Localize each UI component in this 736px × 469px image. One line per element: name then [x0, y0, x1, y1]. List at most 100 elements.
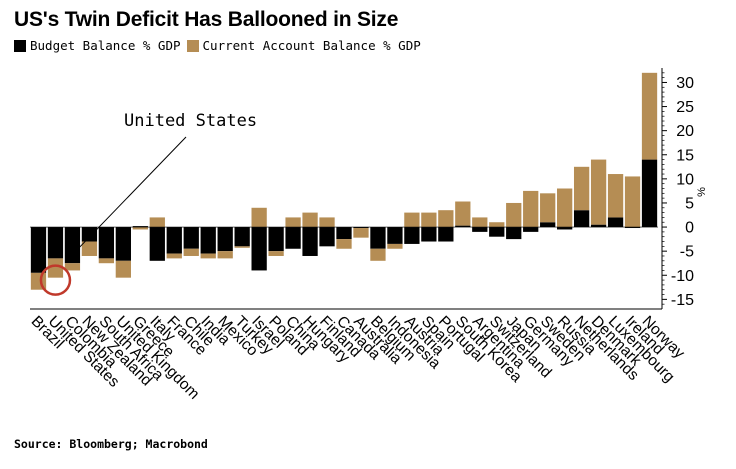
- bar-current-account-29: [523, 190, 539, 228]
- bar-current-account-14: [268, 251, 284, 256]
- bar-current-account-5: [115, 260, 131, 278]
- bar-budget-34: [607, 217, 624, 228]
- bar-current-account-23: [421, 212, 437, 228]
- annotation-label: United States: [124, 111, 257, 131]
- bar-current-account-11: [217, 251, 233, 259]
- legend-swatch-current-account: [186, 39, 199, 52]
- y-tick-label: 0: [685, 220, 694, 237]
- bar-budget-11: [217, 227, 233, 252]
- y-axis: 30 25 20 15 10 5 0 -5 -10 -15%: [30, 68, 708, 310]
- bar-budget-6: [132, 226, 148, 228]
- annotation-highlight-circle: [39, 264, 72, 296]
- bar-budget-28: [506, 227, 522, 240]
- legend-item-current-account: Current Account Balance % GDP: [186, 38, 421, 53]
- bar-current-account-30: [540, 193, 556, 223]
- bar-budget-19: [353, 227, 369, 229]
- bar-current-account-22: [404, 212, 420, 228]
- bar-current-account-12: [234, 246, 250, 248]
- bar-current-account-4: [98, 258, 115, 264]
- bar-budget-27: [489, 227, 505, 237]
- bar-budget-29: [523, 227, 539, 232]
- bar-budget-5: [115, 227, 131, 261]
- bar-current-account-26: [472, 217, 488, 228]
- bar-current-account-17: [319, 217, 335, 228]
- bar-budget-32: [573, 210, 590, 228]
- bar-current-account-21: [387, 243, 403, 249]
- bar-budget-26: [472, 227, 488, 232]
- y-tick-label: 15: [676, 147, 694, 164]
- bar-budget-24: [438, 227, 454, 242]
- bar-budget-31: [557, 227, 573, 230]
- bar-current-account-6: [132, 227, 148, 230]
- bar-budget-8: [166, 227, 182, 254]
- bar-current-account-24: [438, 210, 454, 228]
- bar-current-account-35: [624, 176, 641, 228]
- annotation-layer: United States: [39, 111, 257, 296]
- bar-current-account-25: [455, 201, 471, 226]
- bar-budget-9: [183, 227, 199, 249]
- bar-current-account-9: [183, 248, 199, 256]
- y-tick-label: -10: [671, 268, 694, 285]
- bar-current-account-3: [81, 241, 98, 256]
- chart-title: US's Twin Deficit Has Ballooned in Size: [14, 8, 399, 31]
- bar-budget-1: [47, 227, 64, 259]
- bar-budget-17: [319, 227, 335, 247]
- bar-budget-22: [404, 227, 420, 244]
- bar-budget-2: [64, 227, 81, 264]
- bar-budget-13: [251, 227, 267, 271]
- bar-budget-4: [98, 227, 115, 259]
- bar-current-account-31: [557, 188, 573, 228]
- bar-budget-0: [30, 227, 47, 273]
- bar-budget-35: [624, 227, 641, 229]
- bar-budget-23: [421, 227, 437, 242]
- bar-layer: [30, 72, 658, 290]
- bar-budget-10: [200, 227, 216, 254]
- bar-budget-33: [590, 224, 607, 228]
- legend-label-budget: Budget Balance % GDP: [30, 38, 181, 53]
- bar-current-account-10: [200, 253, 216, 259]
- y-tick-label: 25: [676, 99, 694, 116]
- bar-budget-21: [387, 227, 403, 244]
- legend-label-current-account: Current Account Balance % GDP: [202, 38, 421, 53]
- y-tick-label: -5: [680, 244, 694, 261]
- bar-current-account-32: [573, 166, 590, 211]
- y-tick-label: -15: [671, 292, 694, 309]
- bar-budget-12: [234, 227, 250, 247]
- bar-current-account-20: [370, 248, 386, 261]
- annotation-leader-line: [73, 136, 187, 254]
- y-tick-label: 20: [676, 123, 694, 140]
- bar-current-account-13: [251, 207, 267, 228]
- bar-budget-3: [81, 227, 98, 242]
- bar-current-account-2: [64, 263, 81, 271]
- bar-budget-36: [641, 159, 658, 228]
- bar-budget-18: [336, 227, 352, 240]
- chart-legend: Budget Balance % GDP Current Account Bal…: [14, 38, 427, 53]
- bar-current-account-15: [285, 217, 301, 228]
- y-tick-label: 30: [676, 75, 694, 92]
- bar-budget-7: [149, 227, 165, 261]
- bar-current-account-27: [489, 222, 505, 228]
- bar-budget-20: [370, 227, 386, 249]
- bar-current-account-16: [302, 212, 318, 228]
- y-tick-label: 5: [685, 195, 694, 212]
- bar-current-account-1: [47, 258, 64, 278]
- legend-item-budget: Budget Balance % GDP: [14, 38, 181, 53]
- bar-budget-25: [455, 225, 471, 228]
- y-tick-label: 10: [676, 171, 694, 188]
- bar-budget-15: [285, 227, 301, 249]
- bar-current-account-34: [607, 174, 624, 218]
- bar-budget-30: [540, 222, 556, 228]
- source-note: Source: Bloomberg; Macrobond: [14, 437, 208, 451]
- y-axis-unit: %: [696, 187, 708, 197]
- bar-current-account-19: [353, 228, 369, 238]
- bar-budget-14: [268, 227, 284, 252]
- bar-budget-16: [302, 227, 318, 256]
- bar-current-account-33: [590, 159, 607, 225]
- bar-current-account-36: [641, 72, 658, 160]
- legend-swatch-budget: [14, 39, 26, 52]
- bar-current-account-8: [166, 253, 182, 259]
- bar-current-account-7: [149, 217, 165, 228]
- bar-current-account-18: [336, 239, 352, 249]
